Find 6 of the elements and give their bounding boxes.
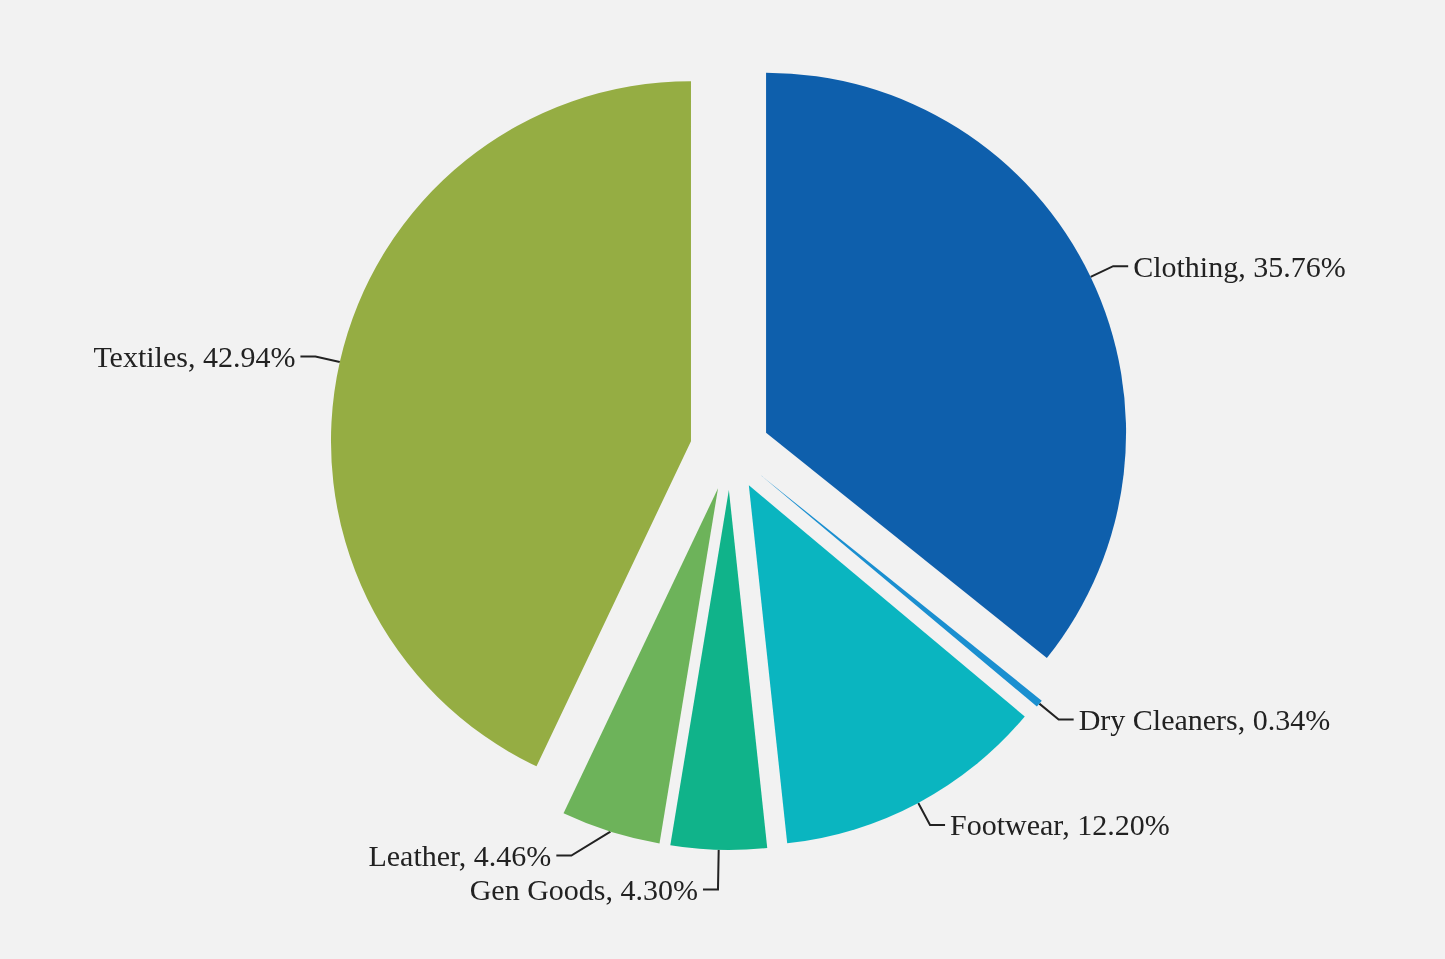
slice-label: Gen Goods, 4.30% (469, 872, 698, 906)
slice-label: Leather, 4.46% (368, 839, 552, 873)
slice-label: Dry Cleaners, 0.34% (1078, 702, 1331, 736)
slice-label: Textiles, 42.94% (93, 340, 296, 374)
slice-label: Clothing, 35.76% (1133, 249, 1346, 283)
slice-label: Footwear, 12.20% (950, 808, 1170, 842)
